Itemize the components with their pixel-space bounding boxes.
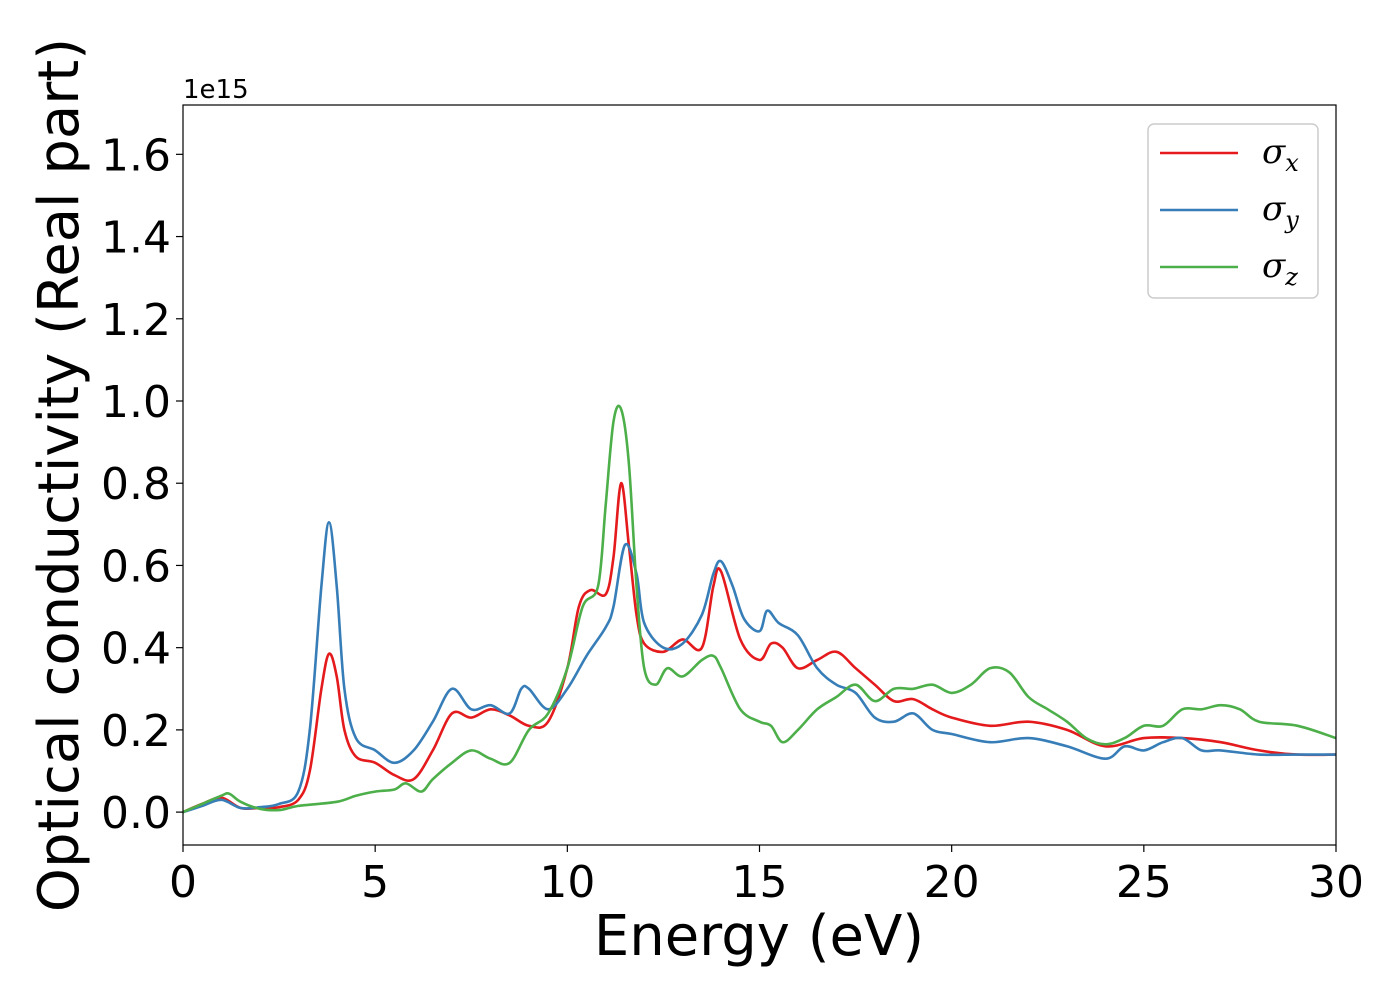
x-tick-label: 30 [1308,857,1364,908]
y-axis-label: Optical conductivity (Real part) [27,38,92,912]
legend: σx σy σz [1147,123,1319,299]
y-tick-label: 0.8 [101,459,171,510]
y-tick-label: 1.2 [101,295,171,346]
series-line-x [183,481,1336,814]
x-tick-label: 10 [539,857,595,908]
y-tick-label: 1.0 [101,377,171,428]
x-tick-label: 15 [732,857,788,908]
series-line-y [183,521,1336,814]
legend-label-x: σx [1262,132,1299,177]
series-line-z [183,404,1336,814]
y-tick-label: 0.0 [101,788,171,839]
x-tick-label: 25 [1116,857,1172,908]
y-tick-label: 0.6 [101,541,171,592]
x-tick-label: 5 [361,857,389,908]
x-axis-label: Energy (eV) [594,904,924,969]
legend-label-y: σy [1262,189,1299,234]
y-axis: 0.0 0.2 0.4 0.6 0.8 1.0 1.2 1.4 1.6 [101,130,183,839]
y-tick-label: 0.4 [101,624,171,675]
series-layer [183,404,1336,814]
y-tick-label: 1.6 [101,130,171,181]
x-tick-label: 20 [924,857,980,908]
legend-label-z: σz [1262,246,1298,291]
x-tick-label: 0 [169,857,197,908]
x-axis: 0 5 10 15 20 25 30 [169,845,1364,908]
y-tick-label: 0.2 [101,706,171,757]
y-offset-label: 1e15 [183,75,249,105]
y-tick-label: 1.4 [101,213,171,264]
